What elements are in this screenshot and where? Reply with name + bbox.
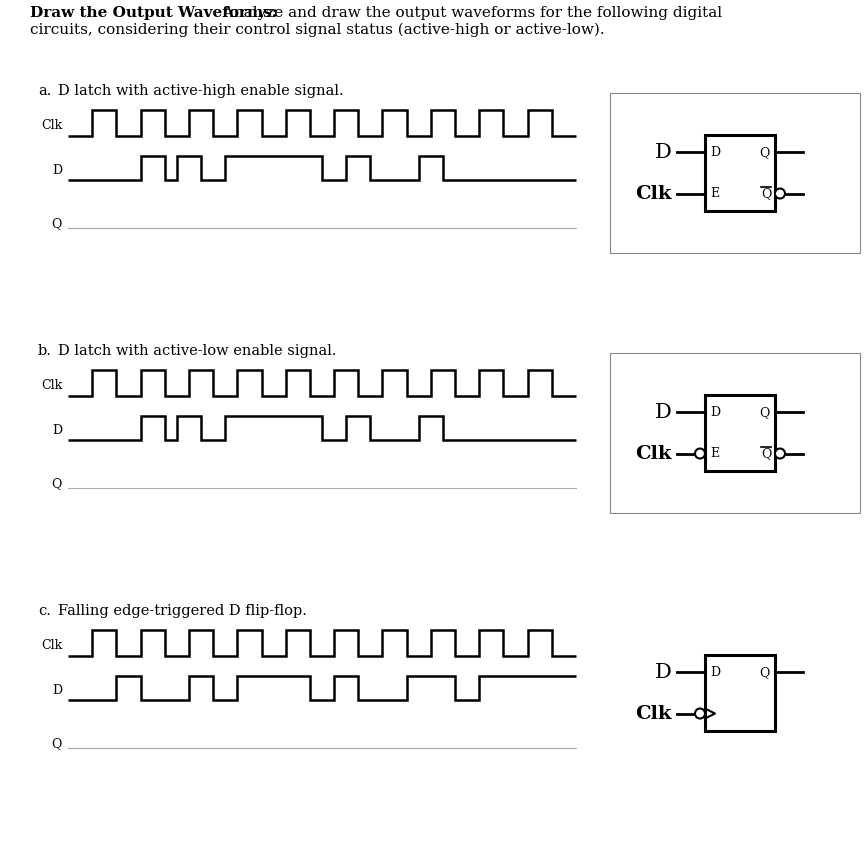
Text: D: D (52, 424, 62, 437)
Text: Clk: Clk (636, 704, 672, 722)
Bar (610, 353, 860, 513)
Circle shape (775, 189, 785, 198)
Text: Q: Q (52, 738, 62, 751)
Text: Q: Q (52, 217, 62, 231)
Text: circuits, considering their control signal status (active-high or active-low).: circuits, considering their control sign… (30, 23, 605, 38)
Circle shape (695, 449, 705, 458)
Text: D: D (52, 684, 62, 697)
Text: Clk: Clk (636, 184, 672, 202)
Bar (705, 135, 775, 211)
Text: Analyze and draw the output waveforms for the following digital: Analyze and draw the output waveforms fo… (218, 6, 722, 20)
Circle shape (695, 709, 705, 718)
Text: D: D (655, 663, 672, 682)
Text: b.: b. (38, 344, 52, 358)
Text: Clk: Clk (41, 639, 62, 652)
Text: Q: Q (759, 406, 770, 419)
Text: Clk: Clk (636, 444, 672, 462)
Text: D: D (655, 143, 672, 162)
Text: D: D (710, 146, 721, 159)
Text: D: D (655, 403, 672, 422)
Text: Q: Q (761, 187, 772, 200)
Text: Draw the Output Waveforms:: Draw the Output Waveforms: (30, 6, 278, 20)
Text: D latch with active-low enable signal.: D latch with active-low enable signal. (58, 344, 336, 358)
Text: Q: Q (761, 447, 772, 460)
Text: Q: Q (759, 146, 770, 159)
Text: D: D (52, 164, 62, 177)
Text: Q: Q (759, 666, 770, 679)
Text: D latch with active-high enable signal.: D latch with active-high enable signal. (58, 84, 343, 98)
Text: D: D (710, 406, 721, 419)
Text: a.: a. (38, 84, 51, 98)
Text: E: E (710, 447, 719, 460)
Text: E: E (710, 187, 719, 200)
Text: Q: Q (52, 478, 62, 491)
Text: D: D (710, 666, 721, 679)
Bar (705, 395, 775, 471)
Text: Clk: Clk (41, 379, 62, 392)
Text: c.: c. (38, 604, 51, 618)
Circle shape (775, 449, 785, 458)
Bar (610, 93, 860, 253)
Text: Falling edge-triggered D flip-flop.: Falling edge-triggered D flip-flop. (58, 604, 307, 618)
Text: Clk: Clk (41, 119, 62, 132)
Bar (705, 655, 775, 731)
